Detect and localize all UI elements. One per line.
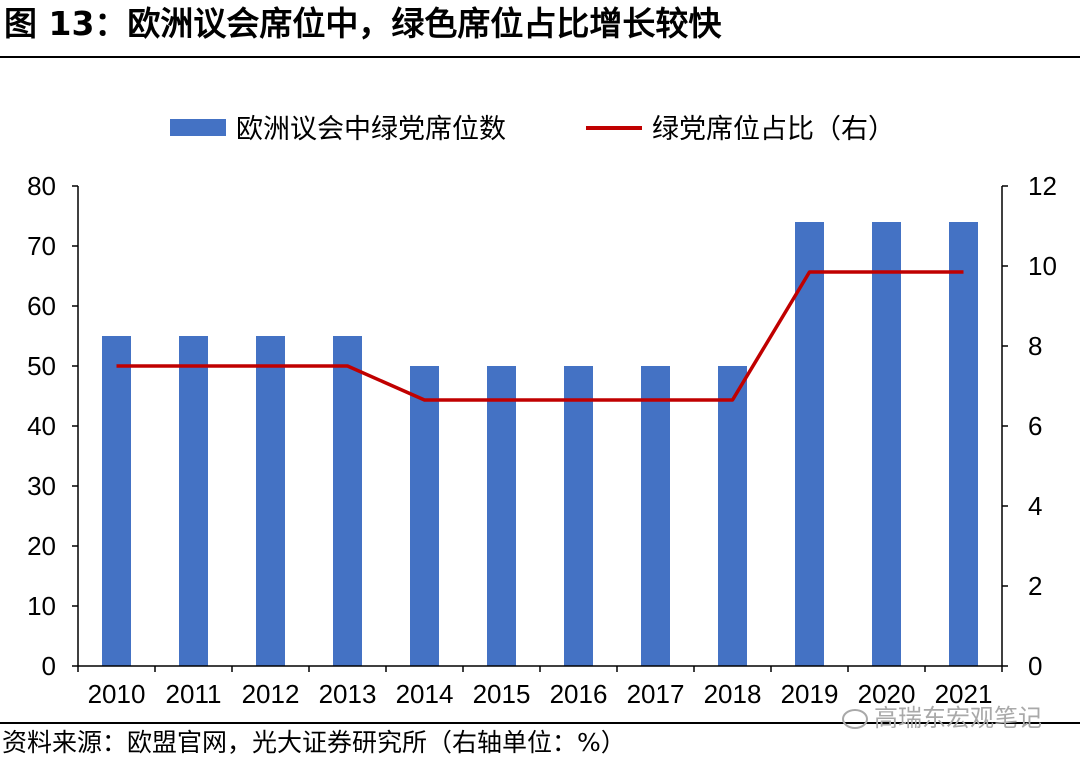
bar-2010 [102, 336, 131, 666]
legend-label-line: 绿党席位占比（右） [652, 114, 895, 144]
right-tick-label: 6 [1028, 411, 1042, 441]
legend-swatch-bars [170, 119, 226, 136]
x-tick-label: 2018 [704, 679, 762, 709]
source-note: 资料来源：欧盟官网，光大证券研究所（右轴单位：%） [2, 728, 626, 757]
legend-label-bars: 欧洲议会中绿党席位数 [236, 114, 506, 144]
x-tick-label: 2019 [781, 679, 839, 709]
left-tick-label: 70 [27, 231, 56, 261]
x-tick-label: 2010 [88, 679, 146, 709]
right-tick-label: 10 [1028, 251, 1057, 281]
bar-2020 [872, 222, 901, 666]
bar-2019 [795, 222, 824, 666]
x-tick-label: 2021 [935, 679, 993, 709]
bar-2012 [256, 336, 285, 666]
right-tick-label: 2 [1028, 571, 1042, 601]
x-tick-label: 2012 [242, 679, 300, 709]
bar-2014 [410, 366, 439, 666]
bar-2015 [487, 366, 516, 666]
left-tick-label: 20 [27, 531, 56, 561]
bar-2011 [179, 336, 208, 666]
x-tick-label: 2020 [858, 679, 916, 709]
bar-2018 [718, 366, 747, 666]
x-tick-label: 2013 [319, 679, 377, 709]
bar-2013 [333, 336, 362, 666]
wechat-icon [842, 709, 868, 729]
source-divider [0, 722, 1080, 724]
bar-2017 [641, 366, 670, 666]
x-tick-label: 2015 [473, 679, 531, 709]
watermark-text: 高瑞东宏观笔记 [874, 704, 1042, 732]
right-tick-label: 0 [1028, 651, 1042, 681]
x-tick-label: 2011 [166, 679, 222, 709]
watermark: 高瑞东宏观笔记 [842, 698, 1042, 733]
figure-title: 图 13：欧洲议会席位中，绿色席位占比增长较快 [4, 4, 722, 43]
left-tick-label: 30 [27, 471, 56, 501]
chart: 欧洲议会中绿党席位数 绿党席位占比（右） 0 10 20 30 40 50 60 70 80 0 2 4 6… [27, 114, 1057, 709]
x-tick-label: 2014 [396, 679, 454, 709]
right-tick-label: 4 [1028, 491, 1042, 521]
left-tick-label: 0 [42, 651, 56, 681]
left-tick-label: 80 [27, 171, 56, 201]
right-tick-label: 8 [1028, 331, 1042, 361]
x-tick-label: 2016 [550, 679, 608, 709]
left-tick-label: 50 [27, 351, 56, 381]
line-series-share [116, 270, 964, 402]
left-tick-label: 40 [27, 411, 56, 441]
left-tick-label: 10 [27, 591, 56, 621]
title-divider [0, 56, 1080, 58]
bar-2021 [949, 222, 978, 666]
right-tick-label: 12 [1028, 171, 1057, 201]
bar-2016 [564, 366, 593, 666]
x-tick-label: 2017 [627, 679, 685, 709]
left-tick-label: 60 [27, 291, 56, 321]
